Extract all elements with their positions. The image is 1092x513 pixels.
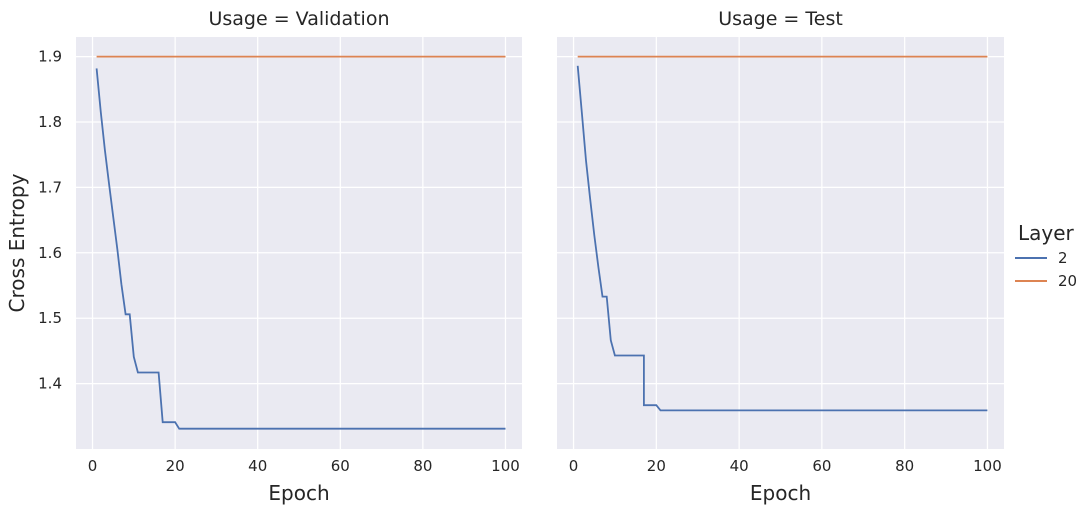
legend: Layer 2 20	[1015, 221, 1077, 290]
x-tick-label: 60	[331, 457, 350, 475]
x-tick-label: 0	[88, 457, 98, 475]
x-tick-label: 40	[248, 457, 267, 475]
series-line-layer-2	[95, 68, 506, 430]
panel-test: 0 20 40 60 80 100 Usage = Test Epoch	[557, 8, 1004, 505]
y-tick-label: 1.4	[38, 375, 62, 393]
y-tick-label: 1.5	[38, 309, 62, 327]
panel-title: Usage = Test	[718, 8, 843, 30]
plot-area	[557, 37, 1004, 449]
x-axis-label: Epoch	[750, 481, 811, 505]
x-tick-label: 60	[812, 457, 831, 475]
x-tick-label: 80	[413, 457, 432, 475]
y-tick-label: 1.6	[38, 244, 62, 262]
x-tick-label: 0	[569, 457, 579, 475]
panel-title: Usage = Validation	[208, 8, 389, 30]
x-tick-label: 40	[730, 457, 749, 475]
x-tick-label: 20	[647, 457, 666, 475]
series-line-layer-2	[576, 65, 988, 412]
plot-area	[76, 37, 522, 449]
x-tick-label: 100	[973, 457, 1002, 475]
legend-label-20: 20	[1058, 272, 1077, 290]
panel-validation: 0 20 40 60 80 100 1.4 1.5 1.6 1.7 1.8 1.9 Usage = Va…	[5, 8, 522, 505]
y-tick-label: 1.7	[38, 178, 62, 196]
x-tick-label: 80	[895, 457, 914, 475]
x-tick-label: 20	[166, 457, 185, 475]
x-axis-label: Epoch	[268, 481, 329, 505]
y-tick-label: 1.9	[38, 48, 62, 66]
legend-title: Layer	[1018, 221, 1075, 245]
legend-label-2: 2	[1058, 249, 1068, 267]
x-tick-label: 100	[491, 457, 520, 475]
y-tick-label: 1.8	[38, 113, 62, 131]
y-axis-label: Cross Entropy	[5, 173, 29, 312]
